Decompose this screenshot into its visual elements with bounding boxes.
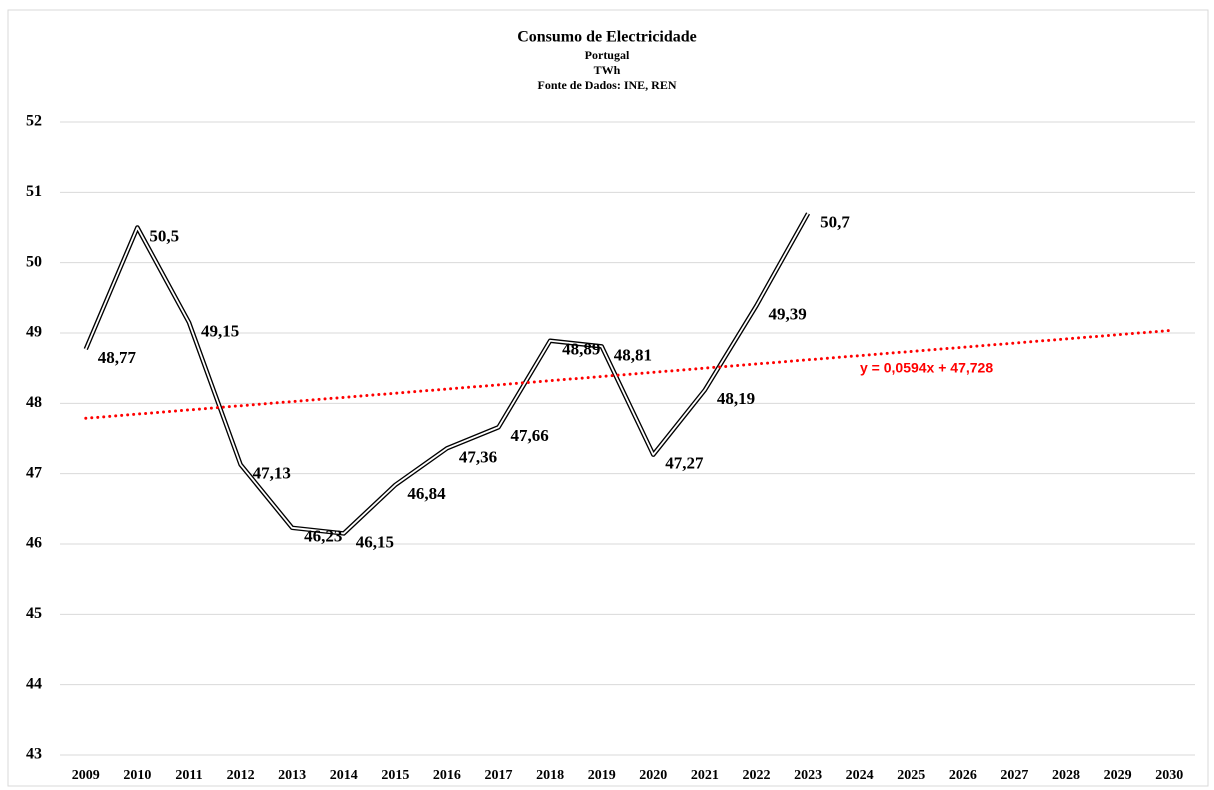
chart-title: Consumo de Electricidade	[517, 29, 697, 46]
chart-subtitle: Fonte de Dados: INE, REN	[537, 78, 676, 92]
y-tick-label: 47	[26, 464, 42, 481]
chart-frame	[7, 9, 1209, 787]
x-tick-label: 2019	[588, 768, 616, 783]
data-label: 48,19	[717, 389, 755, 408]
data-label: 48,77	[98, 348, 137, 367]
y-tick-label: 48	[26, 394, 42, 411]
x-tick-label: 2012	[227, 768, 255, 783]
data-label: 46,15	[356, 532, 394, 551]
x-tick-label: 2030	[1155, 768, 1183, 783]
x-tick-label: 2027	[1000, 768, 1028, 783]
data-label: 49,15	[201, 321, 239, 340]
data-label: 49,39	[768, 304, 806, 323]
y-tick-label: 49	[26, 324, 42, 341]
trendline-label: y = 0,0594x + 47,728	[860, 360, 993, 376]
x-tick-label: 2022	[742, 768, 770, 783]
x-tick-label: 2018	[536, 768, 564, 783]
data-label: 48,81	[614, 345, 652, 364]
y-tick-label: 52	[26, 113, 42, 130]
data-label: 47,66	[511, 426, 549, 445]
x-tick-label: 2009	[72, 768, 100, 783]
data-label: 50,5	[149, 226, 179, 245]
x-tick-label: 2011	[175, 768, 202, 783]
data-label: 47,36	[459, 447, 497, 466]
x-tick-label: 2017	[485, 768, 513, 783]
trendline	[84, 329, 1171, 420]
x-tick-label: 2015	[381, 768, 409, 783]
chart-subtitle: TWh	[594, 63, 621, 77]
data-label: 47,13	[253, 463, 291, 482]
y-tick-label: 50	[26, 253, 42, 270]
data-label: 47,27	[665, 454, 704, 473]
chart-subtitle: Portugal	[585, 48, 630, 62]
x-tick-label: 2026	[949, 768, 977, 783]
x-tick-label: 2023	[794, 768, 822, 783]
x-tick-label: 2021	[691, 768, 719, 783]
x-tick-label: 2025	[897, 768, 925, 783]
line-inner	[84, 212, 809, 535]
data-label: 48,89	[562, 340, 600, 359]
y-tick-label: 45	[26, 605, 42, 622]
data-label: 50,7	[820, 212, 850, 231]
x-tick-label: 2028	[1052, 768, 1080, 783]
x-tick-label: 2020	[639, 768, 667, 783]
x-tick-label: 2014	[330, 768, 358, 783]
x-tick-label: 2010	[123, 768, 151, 783]
y-tick-label: 43	[26, 746, 42, 763]
x-tick-label: 2029	[1104, 768, 1132, 783]
x-tick-label: 2013	[278, 768, 306, 783]
x-tick-label: 2016	[433, 768, 461, 783]
data-label: 46,84	[407, 484, 446, 503]
y-tick-label: 51	[26, 183, 42, 200]
y-tick-label: 44	[26, 675, 42, 692]
data-label: 46,23	[304, 527, 342, 546]
x-tick-label: 2024	[846, 768, 874, 783]
y-tick-label: 46	[26, 535, 42, 552]
